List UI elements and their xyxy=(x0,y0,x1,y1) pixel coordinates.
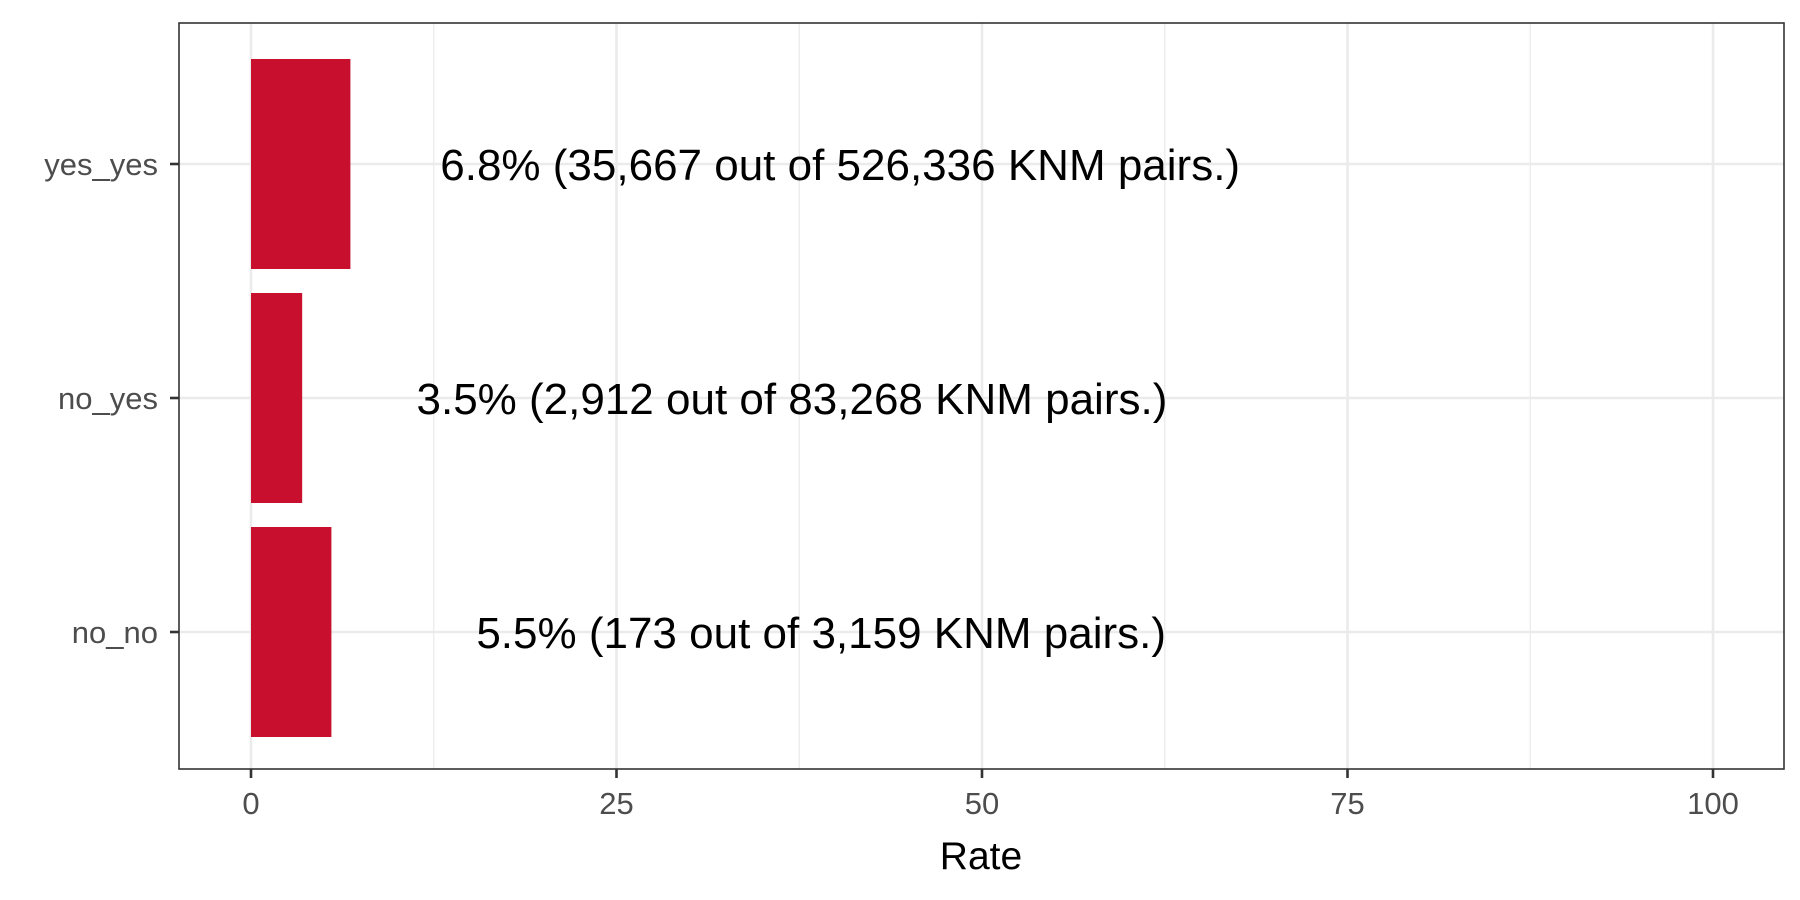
x-tick-label: 100 xyxy=(1687,786,1739,821)
bar-label-yes_yes: 6.8% (35,667 out of 526,336 KNM pairs.) xyxy=(440,141,1240,190)
x-tick-label: 0 xyxy=(242,786,259,821)
x-axis: 0 25 50 75 100 xyxy=(242,769,1739,821)
bars xyxy=(251,59,351,737)
x-tick-label: 25 xyxy=(599,786,633,821)
y-tick-label-no_no: no_no xyxy=(72,615,158,650)
y-axis: yes_yes no_yes no_no xyxy=(44,147,179,650)
bar-yes_yes xyxy=(251,59,351,269)
y-tick-label-no_yes: no_yes xyxy=(58,381,158,416)
x-tick-label: 75 xyxy=(1330,786,1364,821)
x-axis-title: Rate xyxy=(940,835,1022,878)
x-tick-label: 50 xyxy=(965,786,999,821)
bar-no_yes xyxy=(251,293,303,503)
bar-labels: 6.8% (35,667 out of 526,336 KNM pairs.) 3… xyxy=(417,141,1241,658)
bar-no_no xyxy=(251,527,332,737)
y-tick-label-yes_yes: yes_yes xyxy=(44,147,158,182)
bar-label-no_no: 5.5% (173 out of 3,159 KNM pairs.) xyxy=(476,609,1166,658)
bar-label-no_yes: 3.5% (2,912 out of 83,268 KNM pairs.) xyxy=(417,375,1168,424)
